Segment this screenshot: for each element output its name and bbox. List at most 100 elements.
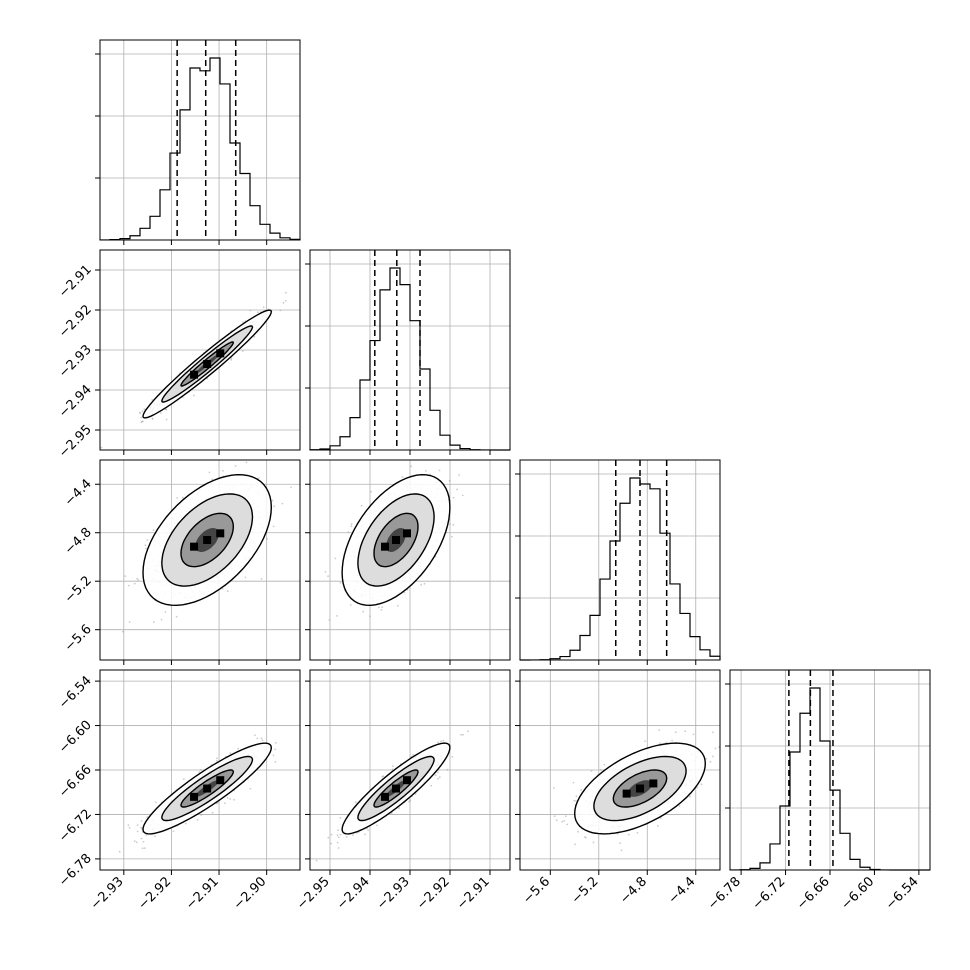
scatter-point	[334, 557, 337, 560]
scatter-point	[146, 816, 149, 818]
scatter-point	[451, 535, 453, 538]
scatter-point	[229, 752, 232, 754]
scatter-point	[140, 421, 143, 424]
scatter-point	[249, 309, 252, 312]
scatter-point	[140, 828, 143, 830]
scatter-point	[222, 469, 224, 472]
scatter-point	[658, 729, 661, 731]
scatter-panel-0-2: −5.6−5.2−4.8−4.4	[62, 459, 301, 665]
scatter-point	[336, 841, 339, 844]
scatter-point	[452, 523, 455, 526]
scatter-point	[165, 408, 167, 411]
scatter-point	[616, 833, 619, 835]
scatter-point	[561, 820, 564, 823]
scatter-point	[244, 576, 247, 579]
histogram-panel-0	[95, 39, 301, 245]
scatter-point	[184, 822, 187, 825]
scatter-point	[398, 807, 400, 809]
scatter-point	[241, 350, 244, 352]
scatter-point	[327, 575, 329, 578]
scatter-point	[461, 494, 464, 497]
scatter-point	[127, 584, 130, 587]
scatter-point	[160, 412, 162, 414]
scatter-point	[337, 847, 340, 849]
scatter-point	[237, 747, 240, 750]
scatter-point	[412, 753, 414, 756]
histogram-panel-1	[305, 249, 511, 455]
y-tick-label: −4.8	[62, 525, 95, 558]
y-tick-label: −2.95	[56, 422, 95, 461]
scatter-point	[674, 731, 677, 734]
scatter-point	[144, 544, 147, 547]
density-peak	[403, 529, 411, 538]
scatter-point	[345, 836, 348, 838]
y-tick-label: −4.4	[62, 476, 95, 509]
scatter-panel-0-1: −2.95−2.94−2.93−2.92−2.91	[56, 249, 301, 461]
scatter-point	[128, 827, 131, 829]
scatter-point	[272, 525, 275, 528]
scatter-point	[266, 538, 268, 540]
x-tick-label: −2.93	[88, 874, 127, 913]
scatter-point	[165, 418, 168, 421]
scatter-point	[689, 795, 691, 798]
density-peak	[381, 542, 389, 551]
scatter-point	[256, 311, 259, 314]
scatter-point	[592, 841, 595, 844]
scatter-point	[230, 357, 233, 360]
scatter-point	[391, 768, 394, 771]
scatter-point	[442, 739, 445, 742]
scatter-point	[446, 768, 449, 771]
scatter-point	[451, 755, 454, 758]
scatter-point	[253, 335, 256, 338]
histogram-panel-2	[515, 459, 721, 665]
density-peak	[203, 536, 212, 544]
scatter-point	[164, 611, 167, 613]
scatter-point	[449, 523, 451, 525]
density-peak	[403, 776, 411, 785]
scatter-point	[425, 470, 427, 472]
scatter-point	[133, 840, 136, 842]
scatter-point	[271, 499, 274, 502]
scatter-point	[627, 833, 630, 836]
scatter-point	[152, 529, 155, 531]
scatter-point	[462, 733, 464, 736]
density-peak	[190, 370, 199, 379]
scatter-panel-2-3: −5.6 −5.2 −4.8 −4.4	[515, 669, 721, 907]
scatter-point	[140, 416, 143, 419]
y-tick-label: −2.94	[56, 382, 95, 421]
scatter-point	[392, 765, 394, 767]
scatter-point	[118, 850, 121, 853]
scatter-point	[274, 761, 277, 763]
scatter-point	[403, 591, 406, 594]
scatter-point	[438, 776, 441, 779]
y-tick-label: −6.60	[56, 718, 95, 757]
scatter-point	[339, 816, 342, 819]
panel-frame	[519, 459, 721, 661]
x-tick-label: −2.91	[454, 874, 493, 913]
scatter-point	[327, 836, 330, 839]
density-peak	[216, 349, 225, 358]
scatter-point	[420, 583, 423, 586]
scatter-point	[367, 829, 370, 831]
y-tick-label: −2.91	[56, 262, 95, 301]
scatter-point	[143, 847, 146, 849]
scatter-point	[430, 784, 433, 787]
scatter-point	[273, 505, 276, 508]
scatter-point	[221, 588, 224, 590]
scatter-point	[256, 737, 259, 740]
scatter-point	[401, 476, 404, 478]
scatter-point	[260, 737, 263, 740]
scatter-point	[128, 621, 131, 623]
scatter-panel-0-3: −2.93 −2.92 −2.91 −2.90−6.78−6.72−6.66−6.60…	[56, 669, 301, 913]
scatter-point	[458, 474, 460, 476]
panel-frame	[99, 39, 301, 241]
histogram-step	[99, 57, 301, 241]
scatter-point	[211, 811, 214, 814]
scatter-point	[145, 547, 147, 550]
histogram-step	[519, 477, 721, 661]
scatter-point	[100, 446, 103, 449]
scatter-point	[437, 777, 439, 780]
scatter-point	[376, 824, 378, 827]
x-tick-label: −2.94	[334, 874, 373, 913]
scatter-point	[137, 579, 140, 581]
